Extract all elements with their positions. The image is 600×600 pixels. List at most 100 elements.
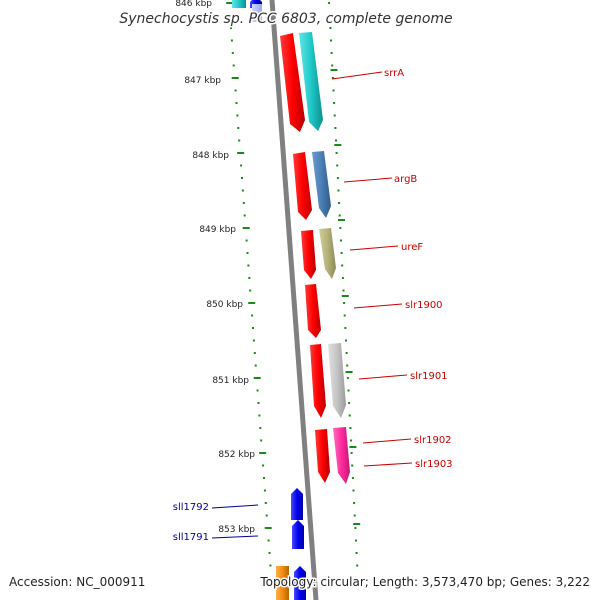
leader-srrA <box>331 71 383 80</box>
tick-dot <box>345 352 348 354</box>
tick-dot <box>257 402 260 404</box>
gene-label-slr1902: slr1902 <box>414 435 452 446</box>
gene-argB <box>312 151 331 218</box>
tick-dot <box>350 439 352 442</box>
tick-dot <box>238 139 241 142</box>
leader-argB <box>343 177 393 183</box>
tick-dot <box>333 114 336 117</box>
cds-slr1900 <box>305 284 321 338</box>
major-tick <box>334 144 342 146</box>
cds-srrA <box>280 33 305 132</box>
tick-dot <box>328 2 331 4</box>
major-tick <box>231 77 239 79</box>
gene-sll1792 <box>291 488 303 520</box>
tick-dot <box>340 239 342 242</box>
leader-slr1903 <box>363 462 413 467</box>
tick-dot <box>243 214 246 217</box>
tick-dot <box>240 164 243 167</box>
cds-slr1902-1903 <box>315 429 330 483</box>
tick-dot <box>343 314 346 317</box>
tick-dot <box>263 489 266 492</box>
feature-top-lavender <box>252 4 262 22</box>
tick-dot <box>338 214 341 217</box>
tick-dot <box>248 277 251 279</box>
tick-dot <box>334 127 337 129</box>
tick-dot <box>230 39 233 42</box>
genome-title: Synechocystis sp. PCC 6803, complete gen… <box>119 11 452 27</box>
major-tick <box>338 219 345 221</box>
tick-dot <box>353 514 356 517</box>
gene-label-slr1903: slr1903 <box>415 459 453 470</box>
tick-dot <box>332 89 335 92</box>
cds-slr1901 <box>310 344 326 418</box>
gene-srrA <box>299 32 323 131</box>
tick-label-849: 849 kbp <box>199 225 236 235</box>
tick-dot <box>338 202 341 204</box>
tick-dot <box>246 252 249 254</box>
tick-dot <box>268 552 271 554</box>
tick-dot <box>351 464 354 467</box>
major-tick <box>259 452 267 454</box>
major-tick <box>237 152 245 154</box>
major-tick <box>345 371 353 373</box>
tick-dot <box>253 352 256 354</box>
tick-dot <box>346 377 349 379</box>
tick-dot <box>335 152 338 154</box>
tick-dot <box>353 502 356 504</box>
tick-dot <box>352 489 355 492</box>
gene-label-sll1791: sll1791 <box>173 532 209 543</box>
tick-dot <box>256 389 259 392</box>
cds-ureF <box>301 230 316 279</box>
gene-label-slr1900: slr1900 <box>405 300 443 311</box>
tick-dot <box>231 52 234 54</box>
tick-dot <box>247 264 250 267</box>
tick-dot <box>348 402 351 404</box>
tick-label-851: 851 kbp <box>212 376 249 386</box>
tick-label-853: 853 kbp <box>218 525 255 535</box>
major-tick <box>330 69 338 71</box>
leader-slr1901 <box>358 374 408 380</box>
tick-dot <box>241 177 243 179</box>
tick-dot <box>346 364 349 367</box>
tick-dot <box>259 427 262 429</box>
gene-slr1902 <box>333 427 350 484</box>
tick-dot <box>342 289 345 292</box>
tick-dot <box>263 477 265 479</box>
tick-dot <box>333 102 336 104</box>
tick-dot <box>355 539 357 542</box>
feature-top-cyan <box>232 0 246 8</box>
tick-dot <box>356 564 359 567</box>
tick-dot <box>343 302 346 304</box>
tick-label-848: 848 kbp <box>192 151 229 161</box>
tick-dot <box>229 14 232 17</box>
tick-dot <box>252 327 254 329</box>
tick-dot <box>254 364 257 367</box>
tick-dot <box>355 552 358 554</box>
tick-dot <box>251 314 254 317</box>
tick-dot <box>336 177 339 179</box>
tick-label-850: 850 kbp <box>206 300 243 310</box>
tick-dot <box>232 64 235 67</box>
tick-dot <box>241 189 244 192</box>
tick-dot <box>345 339 347 342</box>
tick-dot <box>354 527 357 529</box>
tick-dot <box>260 439 263 442</box>
tick-dot <box>349 427 352 429</box>
tick-dot <box>330 52 333 54</box>
feature-bottom-orange <box>276 566 289 600</box>
major-tick <box>242 227 250 229</box>
tick-dot <box>328 14 331 17</box>
tick-dot <box>340 252 343 254</box>
major-tick <box>248 302 256 304</box>
leader-slr1902 <box>362 438 412 444</box>
tick-dot <box>249 289 252 292</box>
tick-dot <box>329 27 332 29</box>
major-tick <box>353 523 361 525</box>
tick-dot <box>269 564 272 567</box>
tick-label-846: 846 kbp <box>175 0 212 9</box>
tick-dot <box>335 139 337 142</box>
feature-bottom-blue <box>294 566 306 600</box>
leader-sll1792 <box>211 504 259 509</box>
genome-backbone <box>269 0 319 600</box>
